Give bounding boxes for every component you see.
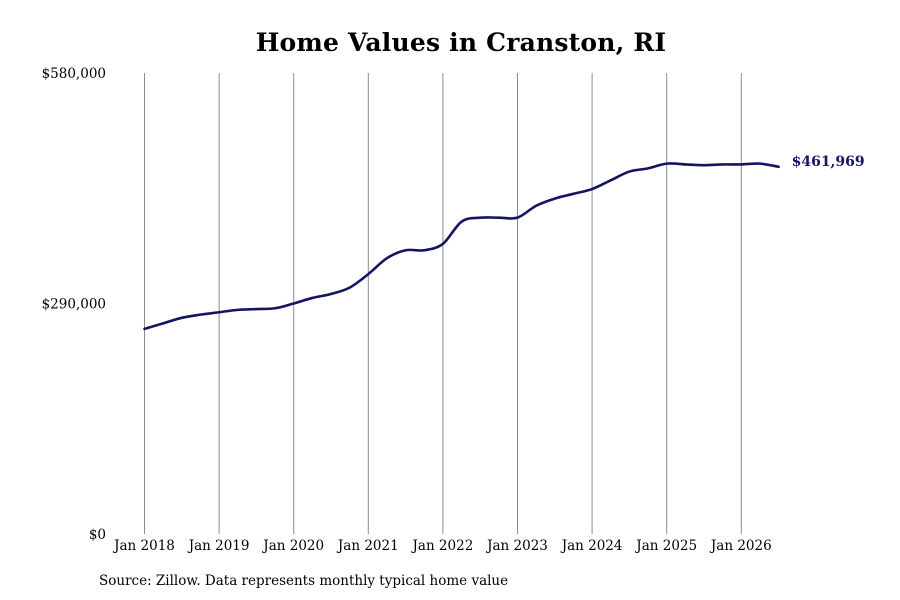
series-line — [143, 162, 780, 331]
x-tick-label: Jan 2024 — [560, 538, 623, 554]
end-value-label: $461,969 — [792, 154, 865, 170]
y-tick-label: $290,000 — [42, 297, 106, 313]
x-tick-label: Jan 2022 — [410, 538, 473, 554]
x-tick-label: Jan 2026 — [709, 538, 772, 554]
x-tick-label: Jan 2021 — [336, 538, 399, 554]
x-tick-label: Jan 2019 — [187, 538, 250, 554]
x-tick-label: Jan 2025 — [634, 538, 697, 554]
series-layer — [143, 162, 780, 331]
y-axis: $0 $290,000 $580,000 — [42, 66, 106, 543]
x-tick-label: Jan 2018 — [112, 538, 175, 554]
chart-title: Home Values in Cranston, RI — [255, 28, 667, 57]
y-tick-label: $580,000 — [42, 66, 106, 82]
end-label-layer: $461,969 — [792, 154, 865, 170]
x-axis: Jan 2018 Jan 2019 Jan 2020 Jan 2021 Jan 2022… — [112, 538, 772, 554]
x-tick-label: Jan 2023 — [485, 538, 548, 554]
y-tick-label: $0 — [89, 527, 106, 543]
x-tick-label: Jan 2020 — [261, 538, 324, 554]
source-note: Source: Zillow. Data represents monthly … — [99, 573, 509, 589]
grid-lines — [144, 73, 742, 534]
